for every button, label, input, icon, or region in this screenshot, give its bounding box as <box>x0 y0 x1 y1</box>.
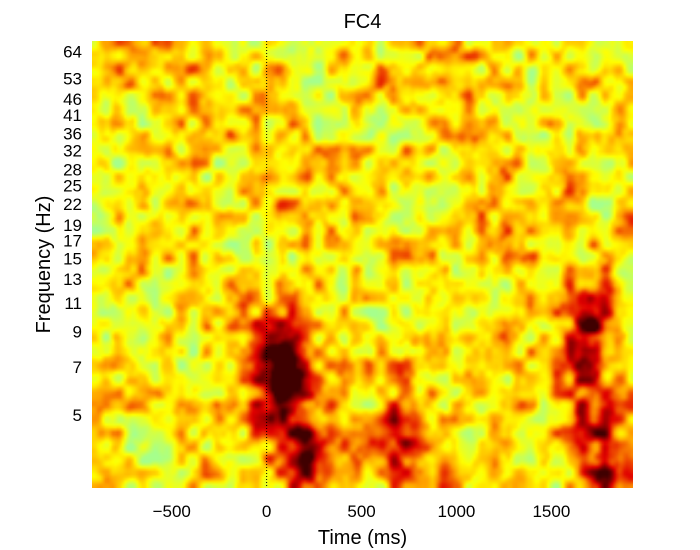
y-tick-label: 5 <box>73 406 82 425</box>
heatmap-image <box>92 41 633 488</box>
y-tick-label: 9 <box>73 322 82 341</box>
y-tick-label: 36 <box>63 125 82 144</box>
y-tick-label: 17 <box>63 232 82 251</box>
y-tick-label: 11 <box>64 294 82 313</box>
y-tick-label: 13 <box>63 270 82 289</box>
x-axis-label: Time (ms) <box>318 527 407 549</box>
y-tick-label: 22 <box>63 195 82 214</box>
y-tick-label: 32 <box>63 142 82 161</box>
plot-area <box>92 41 633 488</box>
y-tick-label: 28 <box>63 161 82 180</box>
x-axis-ticks: −500 0 500 1000 1500 <box>153 502 571 521</box>
x-tick-label: −500 <box>153 502 191 521</box>
x-tick-label: 1000 <box>438 502 476 521</box>
y-axis-label: Frequency (Hz) <box>33 196 55 334</box>
chart-title: FC4 <box>344 11 382 33</box>
y-tick-label: 46 <box>63 90 82 109</box>
x-tick-label: 0 <box>262 502 271 521</box>
y-tick-label: 64 <box>63 43 82 62</box>
y-tick-label: 15 <box>63 250 82 269</box>
x-tick-label: 500 <box>347 502 375 521</box>
y-tick-label: 19 <box>63 216 82 235</box>
x-tick-label: 1500 <box>532 502 570 521</box>
y-tick-label: 25 <box>63 177 82 196</box>
y-tick-label: 53 <box>63 70 82 89</box>
y-tick-label: 7 <box>73 358 82 377</box>
y-tick-label: 41 <box>63 106 82 125</box>
